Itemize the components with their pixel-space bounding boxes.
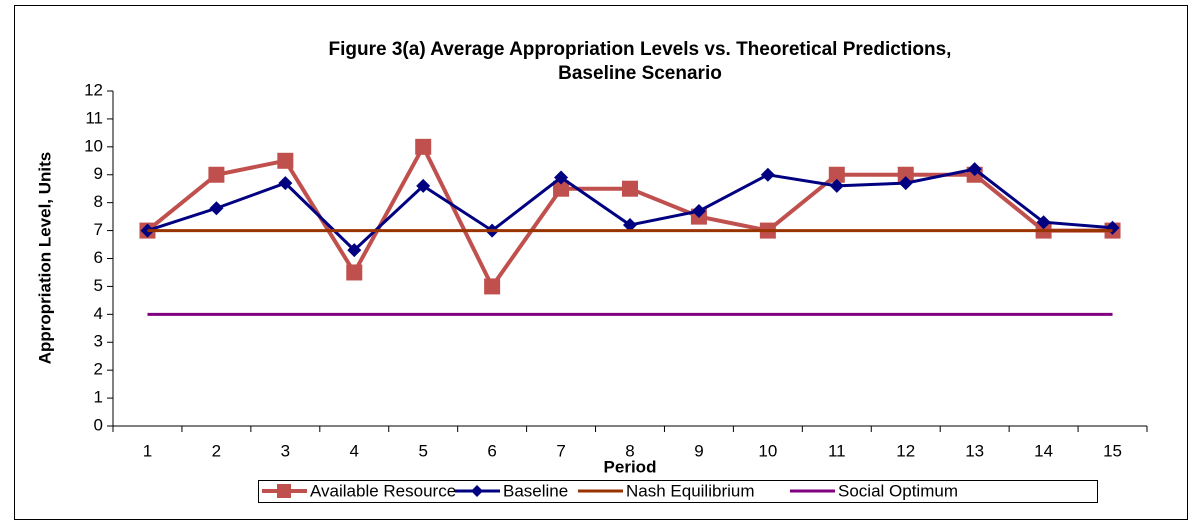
legend-marker [471, 485, 483, 497]
data-point [554, 170, 569, 185]
data-point [623, 218, 637, 232]
y-tick-label: 2 [94, 360, 103, 379]
y-tick-label: 9 [94, 164, 103, 183]
data-point [208, 166, 225, 183]
data-point [484, 278, 501, 295]
y-tick-label: 12 [84, 80, 103, 99]
y-tick-label: 1 [94, 388, 103, 407]
data-point [278, 176, 293, 191]
x-tick-label: 2 [212, 441, 221, 460]
data-point [415, 138, 432, 155]
data-point [829, 178, 844, 193]
y-tick-label: 7 [94, 220, 103, 239]
data-point [967, 162, 982, 177]
x-tick-label: 3 [281, 441, 290, 460]
x-tick-label: 9 [694, 441, 703, 460]
legend-label: Baseline [503, 481, 568, 500]
data-point [898, 176, 913, 191]
x-tick-label: 15 [1103, 441, 1122, 460]
x-tick-label: 12 [896, 441, 915, 460]
legend-box [258, 480, 1098, 503]
x-tick-label: 7 [556, 441, 565, 460]
x-tick-label: 4 [350, 441, 359, 460]
data-point [209, 201, 224, 216]
data-point [622, 180, 638, 197]
x-axis-label: Period [604, 457, 657, 476]
data-point [553, 180, 570, 197]
y-tick-label: 4 [94, 304, 103, 323]
y-tick-label: 6 [94, 248, 103, 267]
x-tick-label: 6 [487, 441, 496, 460]
x-tick-label: 11 [828, 441, 846, 460]
y-axis-label: Appropriation Level, Units [35, 152, 54, 365]
x-tick-label: 10 [758, 441, 777, 460]
x-tick-label: 1 [143, 441, 152, 460]
data-point [691, 204, 706, 219]
chart-title: Figure 3(a) Average Appropriation Levels… [329, 39, 952, 60]
legend-label: Nash Equilibrium [626, 481, 755, 500]
data-point [1036, 215, 1051, 230]
data-point [897, 166, 914, 183]
legend-label: Available Resource [310, 481, 456, 500]
x-tick-label: 5 [418, 441, 427, 460]
chart-title: Baseline Scenario [558, 63, 722, 84]
y-tick-label: 3 [94, 332, 103, 351]
data-point [277, 152, 294, 169]
y-tick-label: 11 [85, 108, 103, 127]
data-point [828, 166, 845, 183]
data-point [347, 243, 362, 258]
x-tick-label: 13 [965, 441, 984, 460]
y-tick-label: 5 [94, 276, 103, 295]
chart-border [14, 5, 1188, 520]
data-point [416, 178, 431, 193]
x-tick-label: 14 [1034, 441, 1053, 460]
y-tick-label: 0 [94, 415, 103, 434]
legend-label: Social Optimum [838, 481, 958, 500]
x-tick-label: 8 [625, 441, 634, 460]
legend-marker [277, 484, 291, 498]
data-point [346, 264, 363, 281]
data-point [760, 167, 775, 182]
y-tick-label: 10 [84, 136, 103, 155]
y-tick-label: 8 [94, 192, 103, 211]
